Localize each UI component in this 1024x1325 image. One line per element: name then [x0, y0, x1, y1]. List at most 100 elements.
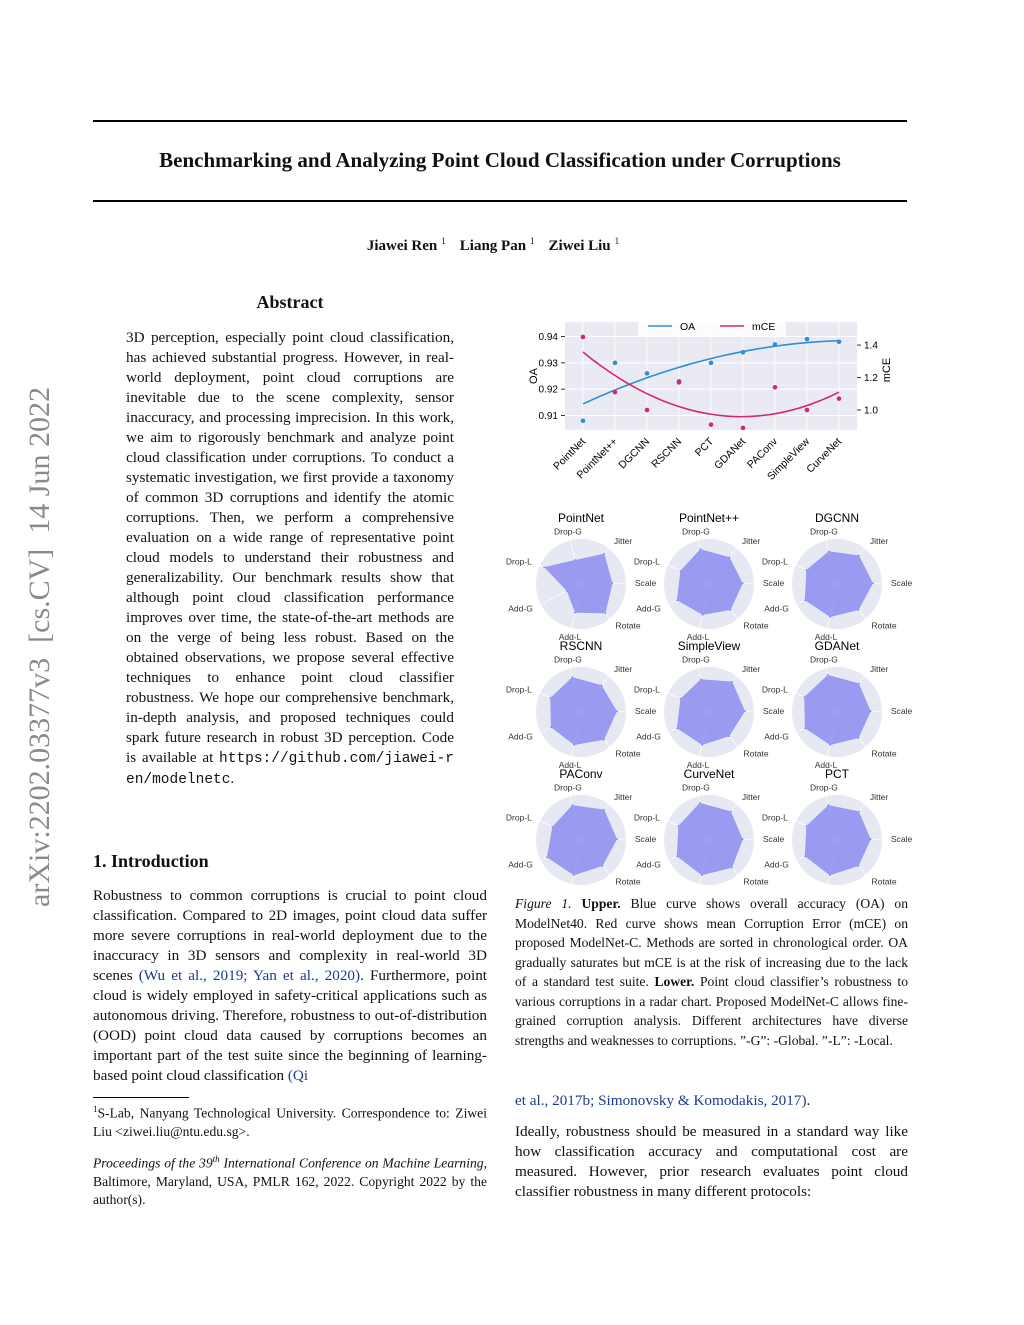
radar-axis-label: Rotate	[616, 877, 641, 887]
x-tick-label: PCT	[693, 435, 717, 459]
radar-vertex	[549, 697, 552, 699]
trend-line	[582, 351, 840, 418]
figure-caption: Figure 1. Upper. Blue curve shows overal…	[515, 894, 908, 1050]
radar-vertex	[803, 696, 806, 698]
code-url[interactable]: https://github.com/jiawei-ren/modelnetc	[126, 751, 454, 788]
radar-axis-label: Scale	[635, 834, 657, 844]
radar-vertex	[728, 556, 731, 558]
radar-vertex	[741, 838, 744, 841]
radar-axis-label: Drop-L	[506, 813, 532, 823]
text: . Furthermore, point cloud is widely emp…	[93, 967, 488, 1084]
proceedings: Proceedings of the 39th International Co…	[93, 1150, 487, 1209]
radar-axis-label: Add-L	[815, 760, 838, 770]
radar-axis-label: Jitter	[614, 664, 633, 674]
footnote-text: S-Lab, Nanyang Technological University.…	[93, 1105, 487, 1139]
radar-vertex	[858, 554, 860, 557]
radar-axis-label: Jitter	[614, 792, 633, 802]
radar-title: SimpleView	[678, 639, 741, 653]
footnote-mark: 1	[93, 1104, 98, 1114]
radar-vertex	[858, 682, 860, 685]
radar-axis-label: Jitter	[614, 536, 633, 546]
top-rule	[93, 120, 907, 122]
x-tick-label: GDANet	[712, 436, 748, 472]
abstract-text: 3D perception, especially point cloud cl…	[126, 329, 454, 766]
radar-axis-label: Add-L	[559, 888, 582, 890]
intro-paragraph: Robustness to common corruptions is cruc…	[93, 886, 487, 1086]
radar-vertex	[829, 744, 831, 746]
radar-shape	[676, 548, 744, 616]
radar-axis-label: Rotate	[744, 877, 769, 887]
radar-vertex	[828, 550, 830, 553]
citation[interactable]: et al., 2017b; Simonovsky & Komodakis, 2…	[515, 1092, 807, 1109]
paper-title: Benchmarking and Analyzing Point Cloud C…	[159, 148, 841, 172]
text: Point cloud classifier’s robustness to v…	[515, 974, 908, 1048]
radar-axis-label: Add-L	[559, 632, 582, 642]
radar-axis-label: Add-G	[508, 731, 533, 741]
radar-vertex	[611, 582, 614, 585]
paragraph: Ideally, robustness should be measured i…	[515, 1123, 908, 1200]
radar-axis-label: Scale	[763, 578, 785, 588]
radar-vertex	[566, 590, 568, 592]
radar-vertex	[603, 738, 605, 741]
abstract-end: .	[230, 770, 235, 787]
text: th	[212, 1154, 220, 1164]
radar-vertex	[805, 569, 808, 571]
author-name: Ziwei Liu	[548, 238, 611, 254]
radar-axis-label: Drop-G	[682, 783, 710, 793]
radar-vertex	[731, 866, 733, 869]
radar-axis-label: Jitter	[870, 792, 889, 802]
radar-area	[804, 551, 873, 618]
text: 39	[199, 1155, 213, 1171]
radar-vertex	[804, 599, 806, 602]
data-point	[804, 336, 810, 342]
x-tick-label: CurveNet	[804, 436, 844, 476]
radar-axis-label: Drop-L	[762, 557, 788, 567]
y-tick-label: 0.93	[539, 358, 559, 369]
radar-area	[676, 802, 743, 876]
radar-vertex	[827, 804, 830, 806]
radar-vertex	[616, 710, 618, 713]
radar-axis-label: Rotate	[872, 621, 897, 631]
radar-vertex	[676, 727, 678, 730]
radar-axis-label: Rotate	[872, 749, 897, 759]
radar-shape	[803, 674, 872, 746]
radar-vertex	[572, 874, 575, 877]
radar-title: PointNet	[558, 511, 605, 525]
radar-axis-label: Scale	[763, 834, 785, 844]
radar-axis-label: Jitter	[742, 664, 761, 674]
radar-axis-label: Add-L	[687, 632, 710, 642]
citation[interactable]: (Qi	[287, 1067, 309, 1084]
caption-label: Figure 1.	[515, 896, 572, 911]
radar-axis-label: Drop-G	[810, 655, 838, 665]
authors: Jiawei Ren 1 Liang Pan 1 Ziwei Liu 1	[93, 236, 907, 255]
radar-vertex	[600, 684, 603, 686]
data-point	[772, 384, 778, 390]
radar-vertex	[603, 552, 606, 555]
radar-axis-label: Add-L	[815, 632, 838, 642]
y2-axis-label: mCE	[881, 358, 893, 382]
text: Upper.	[581, 896, 621, 911]
radar-vertex	[571, 804, 574, 806]
y2-tick-label: 1.0	[864, 406, 878, 417]
radar-area	[676, 549, 743, 615]
text: International Conference on Machine Lear…	[219, 1155, 484, 1171]
radar-title: PCT	[825, 767, 850, 781]
radar-axis-label: Add-L	[815, 888, 838, 890]
radar-vertex	[869, 710, 872, 713]
radar-axis-label: Rotate	[744, 621, 769, 631]
radar-title: DGCNN	[815, 511, 859, 525]
y2-tick-label: 1.2	[864, 373, 878, 384]
y2-tick-label: 1.4	[864, 341, 878, 352]
radar-axis-label: Drop-G	[554, 527, 582, 537]
radar-vertex	[603, 808, 606, 811]
y-tick-label: 0.92	[539, 385, 559, 396]
radar-axis-label: Scale	[635, 706, 657, 716]
radar-axis-label: Add-G	[764, 731, 789, 741]
data-point	[644, 407, 650, 413]
text: Lower.	[654, 974, 695, 989]
citation[interactable]: (Wu et al., 2019; Yan et al., 2020)	[138, 967, 361, 984]
radar-title: CurveNet	[684, 767, 735, 781]
radar-area	[804, 805, 871, 876]
